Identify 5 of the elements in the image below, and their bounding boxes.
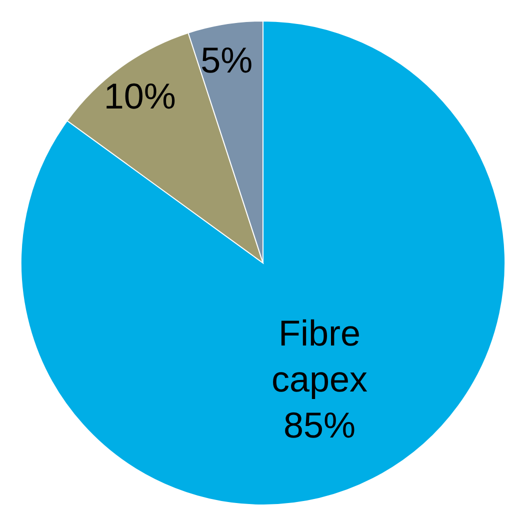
pie-slice (20, 20, 505, 506)
data-label: 85% (283, 404, 356, 446)
data-label: 10% (104, 75, 176, 116)
data-label: 5% (200, 39, 253, 80)
slice-label: Fibre capex (271, 312, 368, 400)
